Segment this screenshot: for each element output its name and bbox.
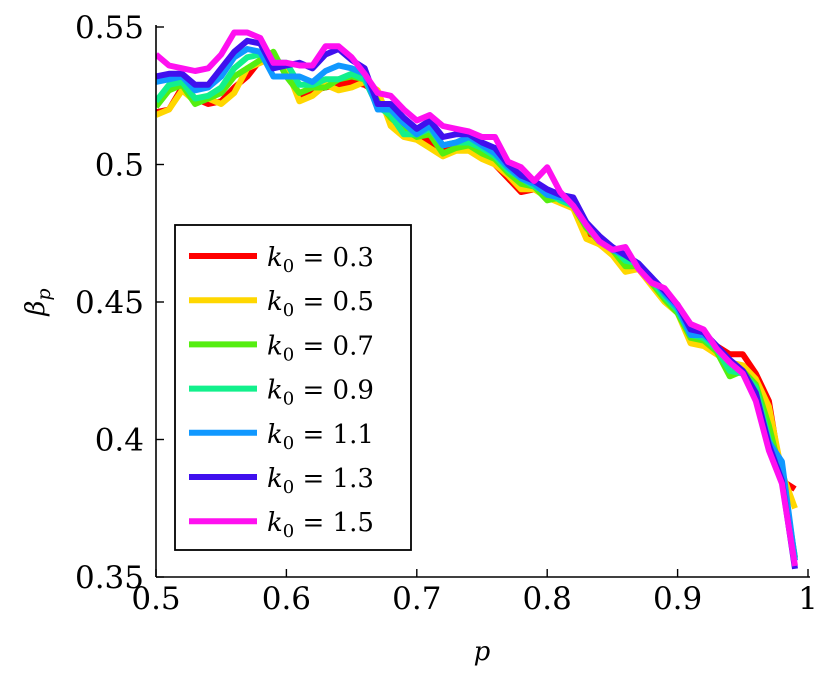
legend-label: k0 = 0.3 [267, 243, 374, 277]
y-axis-label: βp [21, 288, 55, 316]
x-tick-label: 0.8 [523, 581, 572, 617]
y-tick-label: 0.45 [75, 285, 144, 321]
legend-label: k0 = 1.3 [267, 464, 374, 498]
y-tick-label: 0.5 [95, 148, 144, 184]
series-layer [156, 29, 798, 570]
x-ticks: 0.5 0.6 0.7 0.8 0.9 1 [131, 569, 818, 617]
y-tick-label: 0.35 [75, 560, 144, 596]
y-axis-label-text: βp [21, 288, 55, 316]
legend-label: k0 = 0.7 [267, 331, 374, 365]
x-axis-label: p [474, 637, 491, 667]
y-tick-label: 0.55 [75, 10, 144, 46]
x-tick-label: 1 [798, 581, 818, 617]
y-tick-label: 0.4 [95, 423, 144, 459]
legend-label: k0 = 0.9 [267, 376, 374, 410]
legend-label: k0 = 1.1 [267, 420, 374, 454]
legend-label: k0 = 1.5 [267, 508, 374, 542]
x-tick-label: 0.7 [392, 581, 441, 617]
series-line-7 [156, 29, 798, 567]
x-tick-label: 0.9 [653, 581, 702, 617]
x-tick-label: 0.5 [131, 581, 180, 617]
legend-label: k0 = 0.5 [267, 287, 374, 321]
axes [155, 25, 810, 578]
legend: k0 = 0.3 k0 = 0.5 k0 = 0.7 k0 = 0.9 k0 = 1.1… [174, 224, 412, 551]
y-ticks: 0.35 0.4 0.45 0.5 0.55 [75, 10, 164, 596]
x-tick-label: 0.6 [262, 581, 311, 617]
